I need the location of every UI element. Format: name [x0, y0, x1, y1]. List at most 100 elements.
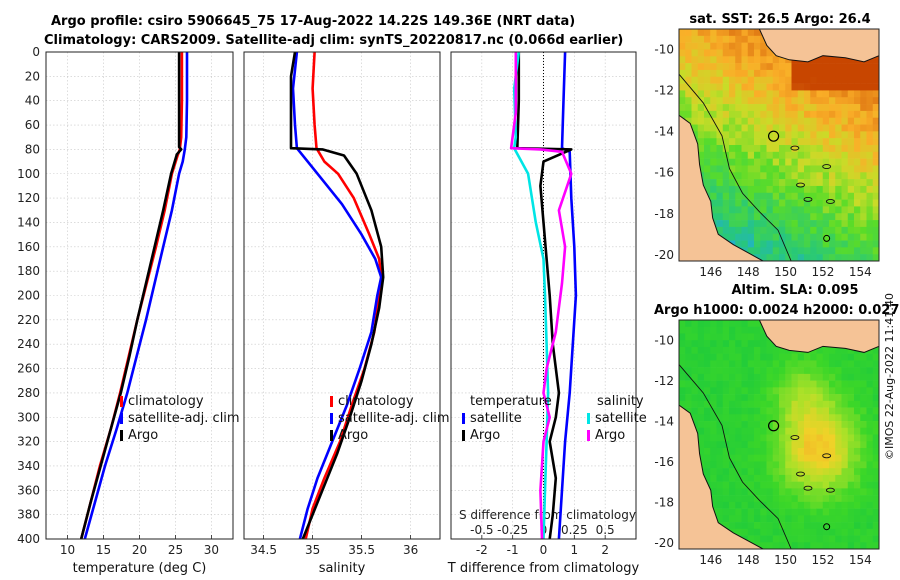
map_sst-cell	[747, 90, 755, 98]
map_sst-cell	[779, 145, 786, 153]
map_sst-cell	[754, 172, 761, 180]
map_sla-cell	[866, 481, 874, 489]
map_sst-cell	[722, 199, 730, 207]
map_sst-cell	[710, 138, 717, 146]
map_sst-cell	[679, 104, 686, 112]
map_sla-cell	[866, 434, 874, 442]
map_sla-cell	[716, 394, 724, 402]
map_sla-cell	[722, 522, 730, 530]
map_sla-cell	[754, 441, 761, 449]
map_sla-cell	[679, 320, 686, 328]
map_sst-island	[790, 145, 800, 151]
map_sst-cell	[866, 220, 874, 228]
map_sst-cell	[841, 220, 849, 228]
map_sla-cell	[685, 346, 692, 354]
map_sla-cell	[841, 360, 849, 368]
map_sst-cell	[785, 117, 792, 125]
map_sst-cell	[766, 233, 774, 241]
map_sst-cell	[785, 83, 792, 91]
map_sla-cell	[810, 515, 817, 523]
map_sla-cell	[741, 447, 749, 456]
map_sla-cell	[791, 421, 799, 429]
map_sst-cell	[791, 151, 799, 159]
map_sst-cell	[685, 104, 692, 112]
map_sla-cell	[772, 394, 780, 402]
map_sla-cell	[785, 353, 792, 361]
map_sla-cell	[716, 441, 724, 449]
map_sla-cell	[691, 320, 699, 328]
map_sla-cell	[816, 488, 824, 496]
salinity-legend-swatch	[330, 430, 333, 441]
map_sla-cell	[722, 320, 730, 328]
map_sst-cell	[797, 172, 805, 180]
map_sla-cell	[841, 407, 849, 415]
map_sst-cell	[735, 233, 742, 241]
map_sla-cell	[735, 367, 742, 375]
depth-tick-label: 120	[17, 191, 40, 205]
map_sst-cell	[735, 179, 742, 187]
map_sst-cell	[822, 110, 830, 118]
map_sst-cell	[697, 151, 705, 159]
map_sst-cell	[772, 124, 780, 132]
map_sst-cell	[816, 226, 824, 234]
map_sst-ytick-label: -18	[654, 207, 674, 221]
map_sst-cell	[841, 179, 849, 187]
map_sst-cell	[704, 29, 711, 37]
map_sla-cell	[847, 474, 855, 482]
map_sst-cell	[747, 110, 755, 118]
map_sla-cell	[710, 320, 717, 328]
map_sla-cell	[760, 346, 767, 354]
map_sla-cell	[797, 427, 805, 435]
map_sst-cell	[766, 220, 774, 228]
map_sst-cell	[722, 35, 730, 43]
map_sst-cell	[741, 76, 749, 84]
map_sst-cell	[797, 104, 805, 112]
map_sla-cell	[722, 468, 730, 476]
map_sla-cell	[854, 407, 861, 415]
map_sst-cell	[785, 151, 792, 159]
map_sla-cell	[810, 508, 817, 516]
map_sst-cell	[810, 131, 817, 139]
map_sst-cell	[785, 138, 792, 146]
map_sst-cell	[741, 138, 749, 146]
map_sla-cell	[872, 400, 880, 408]
map_sst-cell	[729, 131, 736, 139]
map_sst-cell	[797, 124, 805, 132]
map_sst-cell	[797, 192, 805, 200]
map_sst-cell	[766, 213, 774, 221]
map_sst-cell	[835, 185, 842, 194]
map_sla-cell	[785, 447, 792, 456]
map_sst-cell	[735, 206, 742, 214]
map_sla-cell	[860, 495, 867, 503]
map_sst-cell	[772, 138, 780, 146]
map_sla-cell	[797, 535, 805, 543]
map_sst-cell	[841, 199, 849, 207]
map_sla-cell	[779, 367, 786, 375]
map_sst-cell	[741, 199, 749, 207]
map_sst-cell	[785, 213, 792, 221]
map_sst-cell	[779, 110, 786, 118]
map_sst-cell	[841, 158, 849, 166]
map_sla-cell	[791, 360, 799, 368]
map_sla-cell	[791, 522, 799, 530]
map_sla-cell	[872, 387, 880, 395]
map_sla-cell	[772, 414, 780, 422]
map_sla-cell	[716, 400, 724, 408]
map_sst-cell	[847, 90, 855, 98]
map_sst-cell	[747, 145, 755, 153]
map_sst-cell	[691, 69, 699, 78]
map_sst-cell	[829, 165, 836, 173]
map_sla-cell	[729, 421, 736, 429]
map_sst-cell	[722, 213, 730, 221]
map_sla-cell	[804, 414, 811, 422]
map_sst-cell	[835, 220, 842, 228]
map_sla-cell	[779, 346, 786, 354]
map_sst-cell	[847, 165, 855, 173]
map_sst-cell	[747, 97, 755, 105]
map_sst-cell	[854, 226, 861, 234]
map_sst-cell	[685, 42, 692, 50]
map_sst-cell	[816, 76, 824, 84]
map_sla-cell	[835, 488, 842, 496]
map_sla-cell	[841, 501, 849, 509]
map_sst-cell	[841, 110, 849, 118]
